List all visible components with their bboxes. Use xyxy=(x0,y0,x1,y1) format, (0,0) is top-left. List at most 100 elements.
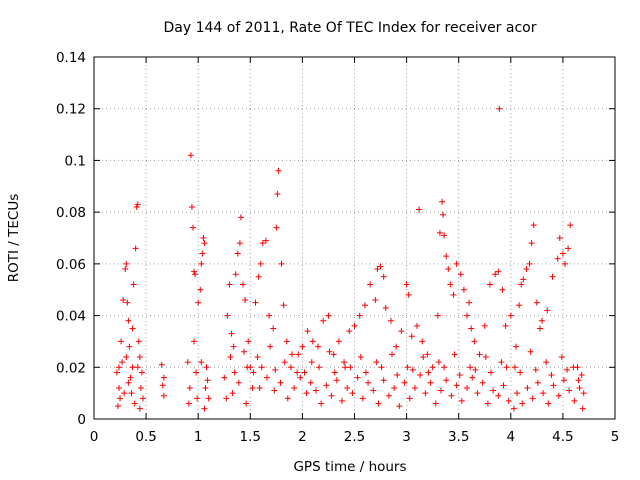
data-point xyxy=(221,374,228,381)
data-point xyxy=(567,222,574,229)
data-point xyxy=(243,400,250,407)
data-point xyxy=(132,245,139,252)
data-point xyxy=(231,369,238,376)
data-point xyxy=(486,281,493,288)
data-point xyxy=(200,235,207,241)
data-point xyxy=(453,382,460,389)
data-point xyxy=(422,390,429,397)
data-point xyxy=(297,374,304,381)
data-point xyxy=(113,369,120,376)
data-point xyxy=(488,369,495,376)
data-point xyxy=(526,260,533,267)
data-point xyxy=(257,260,264,267)
data-point xyxy=(378,364,385,371)
data-point xyxy=(341,359,348,366)
x-tick-labels: 0 0.5 1 1.5 2 2.5 3 3.5 4 4.5 5 xyxy=(90,429,620,445)
data-point xyxy=(441,364,448,371)
data-point xyxy=(561,260,568,267)
data-point xyxy=(277,379,284,386)
data-point xyxy=(492,271,499,278)
data-point xyxy=(335,338,342,345)
data-point xyxy=(427,379,434,386)
data-point xyxy=(440,211,447,218)
data-point xyxy=(434,312,441,319)
data-point xyxy=(404,364,411,371)
data-point xyxy=(287,364,294,371)
data-point xyxy=(258,364,265,371)
data-point xyxy=(540,390,547,397)
data-point xyxy=(114,403,121,410)
data-point xyxy=(198,260,205,267)
data-points xyxy=(113,105,587,412)
data-point xyxy=(571,397,578,404)
data-point xyxy=(357,353,364,360)
data-point xyxy=(498,359,505,366)
data-point xyxy=(159,382,166,389)
data-point xyxy=(288,351,295,358)
data-point xyxy=(284,395,291,402)
data-point xyxy=(121,390,128,397)
data-point xyxy=(511,364,518,371)
data-point xyxy=(295,351,302,358)
data-point xyxy=(304,328,311,335)
data-point xyxy=(437,387,444,394)
data-point xyxy=(198,359,205,366)
data-point xyxy=(414,322,421,329)
data-point xyxy=(456,372,463,379)
data-point xyxy=(186,384,193,391)
data-point xyxy=(520,276,527,283)
data-point xyxy=(191,338,198,345)
data-point xyxy=(330,351,337,358)
y-tick-labels: 0 0.02 0.04 0.06 0.08 0.1 0.12 0.14 xyxy=(56,50,86,428)
data-point xyxy=(119,359,126,366)
data-point xyxy=(394,372,401,379)
data-point xyxy=(533,299,540,306)
data-point xyxy=(575,377,582,384)
data-point xyxy=(460,286,467,293)
data-point xyxy=(393,343,400,350)
data-point xyxy=(529,395,536,402)
data-point xyxy=(228,330,235,337)
data-point xyxy=(549,273,556,280)
data-point xyxy=(234,250,241,257)
data-point xyxy=(123,260,130,267)
data-point xyxy=(318,400,325,407)
data-point xyxy=(254,353,261,360)
data-point xyxy=(245,338,252,345)
data-point xyxy=(275,167,282,174)
data-point xyxy=(539,317,546,324)
data-point xyxy=(518,281,525,288)
data-point xyxy=(342,364,349,371)
axis-ticks xyxy=(93,56,616,420)
data-point xyxy=(201,405,208,412)
data-point xyxy=(307,379,314,386)
data-point xyxy=(377,263,384,270)
data-point xyxy=(447,281,454,288)
data-point xyxy=(230,343,237,350)
data-point xyxy=(464,384,471,391)
data-point xyxy=(451,351,458,358)
data-point xyxy=(436,229,443,236)
data-point xyxy=(229,390,236,397)
data-point xyxy=(138,369,145,376)
data-point xyxy=(417,372,424,379)
data-point xyxy=(135,338,142,345)
data-point xyxy=(566,387,573,394)
data-point xyxy=(134,364,141,371)
data-point xyxy=(490,387,497,394)
data-point xyxy=(338,397,345,404)
data-point xyxy=(362,369,369,376)
data-point xyxy=(405,291,412,298)
data-point xyxy=(439,198,446,205)
data-point xyxy=(256,384,263,391)
x-tick-label: 2.5 xyxy=(344,429,365,445)
data-point xyxy=(507,312,514,319)
data-point xyxy=(308,359,315,366)
data-point xyxy=(374,266,381,273)
data-point xyxy=(401,379,408,386)
data-point xyxy=(502,322,509,329)
y-tick-label: 0.1 xyxy=(65,153,86,169)
data-point xyxy=(116,364,123,371)
data-point xyxy=(232,271,239,278)
data-point xyxy=(224,312,231,319)
